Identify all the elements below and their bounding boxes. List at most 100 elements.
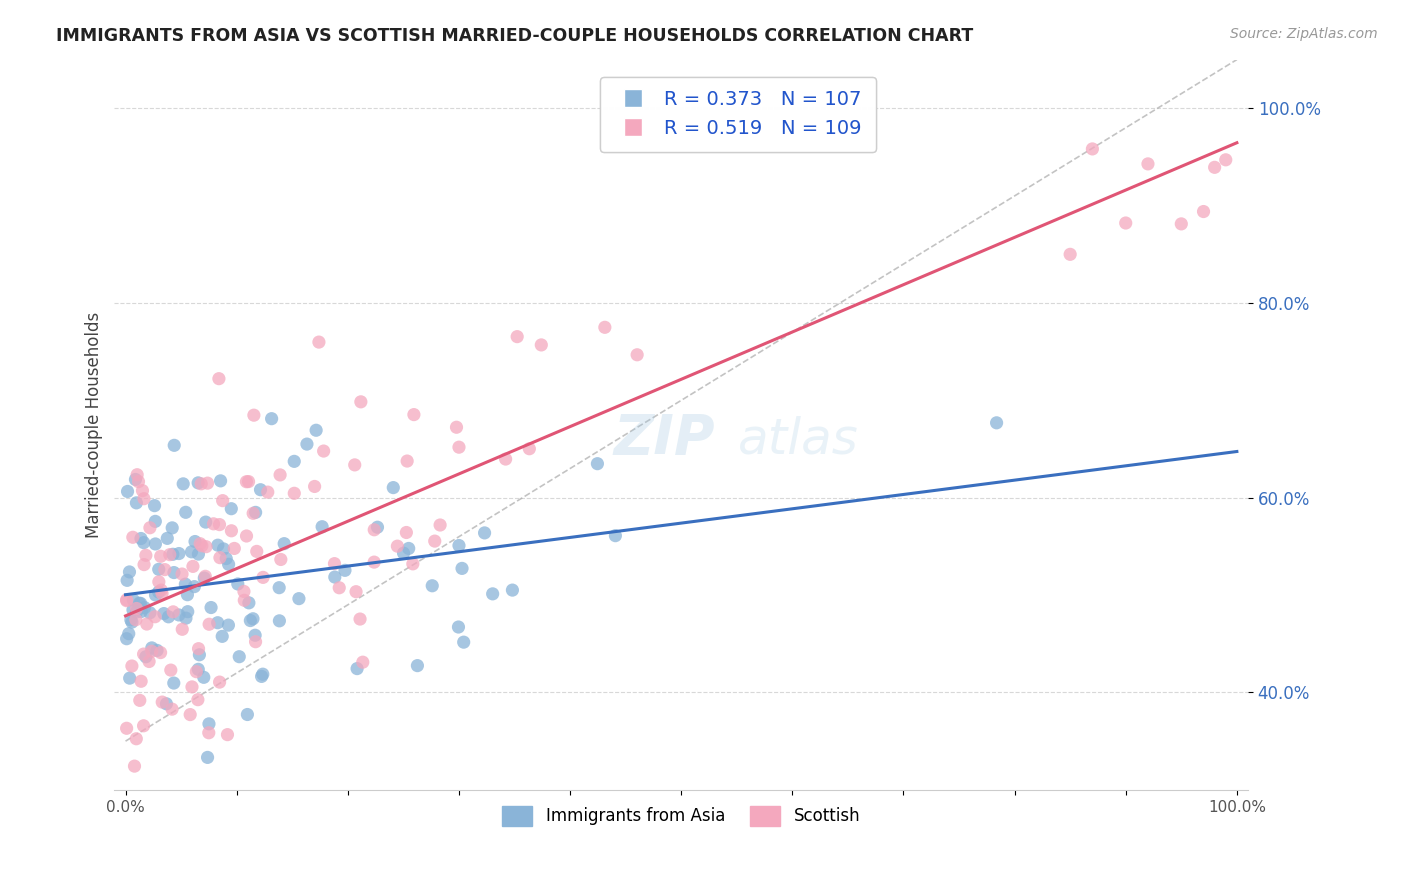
Point xyxy=(139,521,162,535)
Point xyxy=(172,622,194,636)
Point xyxy=(260,411,283,425)
Point xyxy=(167,607,190,622)
Point xyxy=(311,519,333,533)
Point xyxy=(115,593,138,607)
Point xyxy=(217,618,239,632)
Point xyxy=(501,583,523,598)
Point xyxy=(238,596,260,610)
Point xyxy=(159,663,181,677)
Point xyxy=(495,452,517,467)
Point xyxy=(187,547,209,561)
Point xyxy=(586,457,609,471)
Point xyxy=(1115,216,1137,230)
Point xyxy=(323,570,346,584)
Point xyxy=(246,544,269,558)
Point xyxy=(138,655,160,669)
Point xyxy=(396,454,419,468)
Point xyxy=(135,617,157,632)
Point xyxy=(115,574,138,588)
Point xyxy=(451,561,474,575)
Point xyxy=(117,484,139,499)
Point xyxy=(188,648,211,662)
Point xyxy=(283,486,305,500)
Point xyxy=(328,581,350,595)
Legend: R = 0.373   N = 107, R = 0.519   N = 109: R = 0.373 N = 107, R = 0.519 N = 109 xyxy=(600,77,876,152)
Point xyxy=(605,529,627,543)
Text: atlas: atlas xyxy=(738,416,859,463)
Point xyxy=(256,485,278,500)
Point xyxy=(1204,161,1226,175)
Point xyxy=(211,629,233,643)
Point xyxy=(197,725,219,739)
Point xyxy=(181,680,204,694)
Point xyxy=(148,574,170,589)
Text: ZIP: ZIP xyxy=(613,412,714,467)
Point xyxy=(406,658,429,673)
Point xyxy=(153,607,176,621)
Point xyxy=(304,479,326,493)
Point xyxy=(115,592,138,607)
Point xyxy=(398,541,420,556)
Point xyxy=(226,577,249,591)
Point xyxy=(125,601,148,615)
Point xyxy=(212,541,235,556)
Point xyxy=(198,716,221,731)
Point xyxy=(145,537,167,551)
Point xyxy=(447,440,470,454)
Point xyxy=(447,620,470,634)
Point xyxy=(141,640,163,655)
Point xyxy=(1192,204,1215,219)
Point xyxy=(177,605,200,619)
Point xyxy=(128,475,150,489)
Point xyxy=(506,329,529,343)
Point xyxy=(273,536,295,550)
Point xyxy=(135,549,157,563)
Point xyxy=(224,541,246,556)
Point xyxy=(366,520,388,534)
Point xyxy=(150,695,173,709)
Point xyxy=(986,416,1008,430)
Point xyxy=(626,348,648,362)
Point xyxy=(174,577,197,591)
Point xyxy=(121,659,143,673)
Point xyxy=(135,649,157,664)
Point xyxy=(395,525,418,540)
Point xyxy=(252,570,274,584)
Point xyxy=(186,665,208,679)
Point xyxy=(132,647,155,661)
Point xyxy=(363,555,385,569)
Point xyxy=(162,605,184,619)
Point xyxy=(129,532,152,546)
Point xyxy=(239,614,262,628)
Point xyxy=(197,476,219,491)
Point xyxy=(180,545,202,559)
Point xyxy=(167,547,190,561)
Point xyxy=(215,551,238,566)
Point xyxy=(350,394,373,409)
Point xyxy=(349,612,371,626)
Point xyxy=(115,632,138,646)
Text: Source: ZipAtlas.com: Source: ZipAtlas.com xyxy=(1230,27,1378,41)
Point xyxy=(129,596,152,610)
Point xyxy=(481,587,503,601)
Point xyxy=(202,516,225,531)
Point xyxy=(174,611,197,625)
Point xyxy=(155,697,177,711)
Point xyxy=(139,606,162,620)
Point xyxy=(1081,142,1104,156)
Point xyxy=(245,634,267,648)
Point xyxy=(195,540,218,554)
Point xyxy=(243,628,266,642)
Point xyxy=(344,584,367,599)
Point xyxy=(308,335,330,350)
Point xyxy=(221,524,243,538)
Point xyxy=(245,505,267,519)
Point xyxy=(181,559,204,574)
Point xyxy=(221,501,243,516)
Point xyxy=(124,759,146,773)
Point xyxy=(242,506,264,520)
Point xyxy=(235,529,257,543)
Point xyxy=(187,641,209,656)
Point xyxy=(429,518,451,533)
Point xyxy=(197,750,219,764)
